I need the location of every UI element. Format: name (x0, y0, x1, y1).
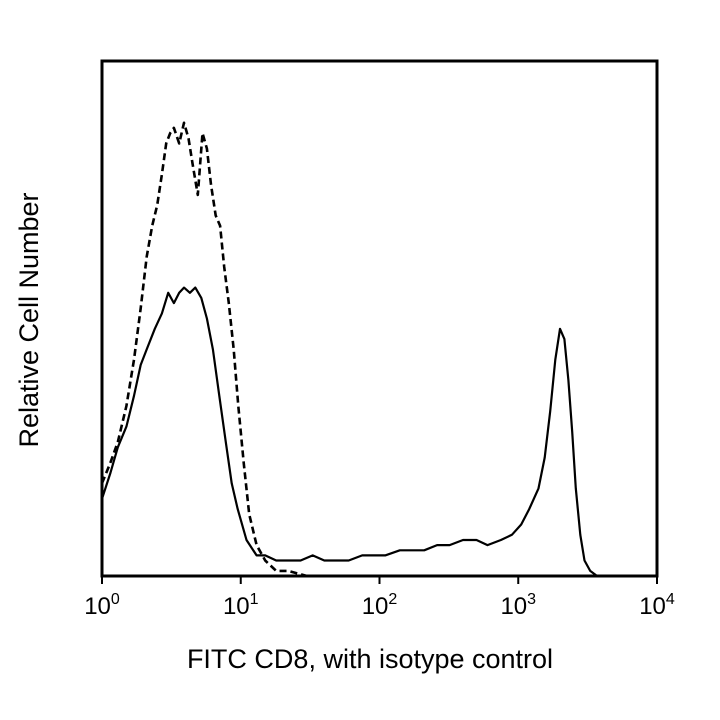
plot-frame (100, 59, 659, 578)
series-layer (100, 121, 657, 578)
cd8-stained-series-line (100, 286, 657, 578)
x-ticks: 100 101 102 103 104 (84, 576, 675, 620)
x-tick-label: 102 (362, 591, 398, 620)
x-tick-label: 101 (223, 591, 259, 620)
x-tick-label: 104 (639, 591, 675, 620)
x-axis-title: FITC CD8, with isotype control (187, 644, 553, 674)
x-tick-label: 103 (500, 591, 536, 620)
isotype-control-series-line (100, 121, 657, 578)
x-tick-label: 100 (84, 591, 120, 620)
y-axis-title: Relative Cell Number (14, 192, 44, 447)
